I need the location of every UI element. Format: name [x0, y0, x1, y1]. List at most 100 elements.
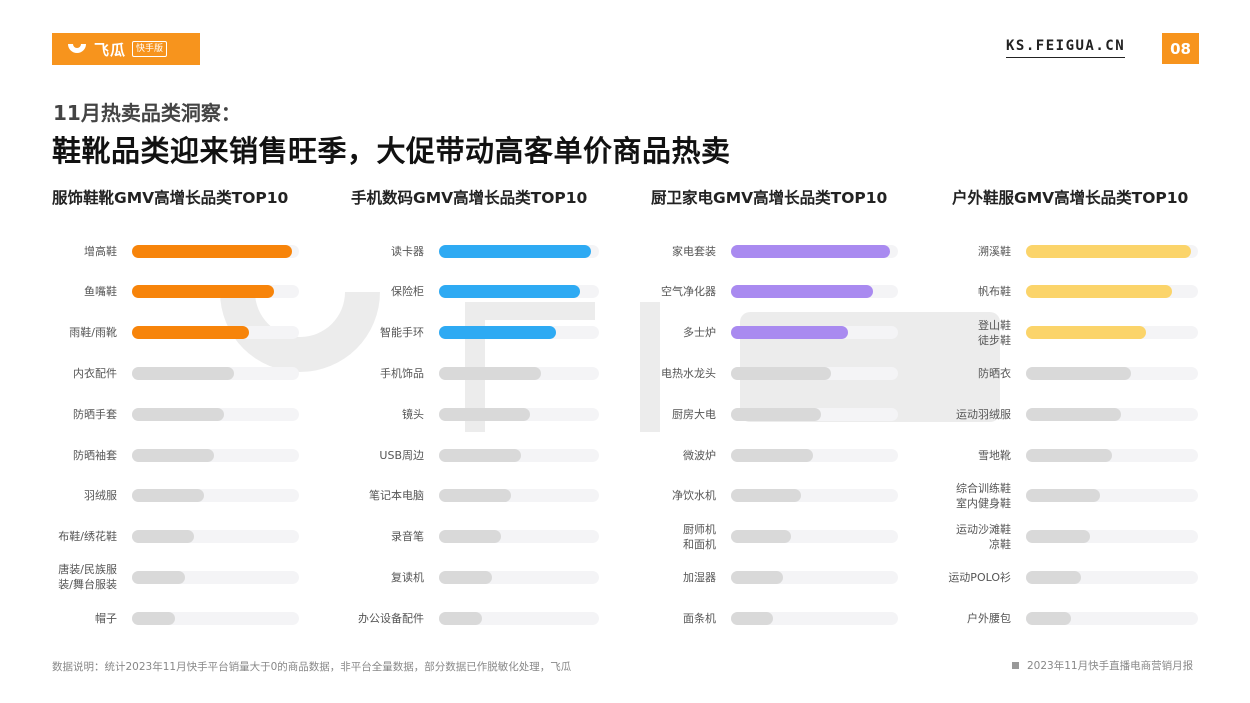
bar-track [1026, 366, 1198, 380]
data-bar [132, 244, 293, 258]
category-label: 内衣配件 [73, 366, 117, 380]
bar-track [731, 489, 898, 503]
square-bullet-icon [1012, 662, 1019, 669]
data-bar [1026, 489, 1100, 503]
bar-track [439, 244, 599, 258]
data-bar [731, 448, 813, 462]
bar-track [132, 570, 299, 584]
category-label: 防晒衣 [978, 366, 1011, 380]
category-label: 羽绒服 [84, 489, 117, 503]
category-label: 防晒袖套 [73, 448, 117, 462]
category-label: 溯溪鞋 [978, 244, 1011, 258]
chart-title: 服饰鞋靴GMV高增长品类TOP10 [52, 189, 289, 207]
data-bar [132, 611, 176, 625]
data-bar [731, 530, 792, 544]
category-label: 运动沙滩鞋 凉鞋 [956, 522, 1011, 551]
report-name-text: 2023年11月快手直播电商营销月报 [1027, 660, 1194, 672]
bar-track [439, 489, 599, 503]
data-bar [439, 326, 556, 340]
category-label: 帽子 [95, 611, 117, 625]
category-label: 办公设备配件 [358, 611, 424, 625]
category-label: 微波炉 [683, 448, 716, 462]
category-label: 登山鞋 徒步鞋 [978, 318, 1011, 347]
bar-track [132, 448, 299, 462]
bar-track [1026, 530, 1198, 544]
data-bar [731, 407, 822, 421]
bar-track [132, 366, 299, 380]
data-bar [132, 285, 274, 299]
data-bar [439, 366, 542, 380]
category-label: 录音笔 [391, 530, 424, 544]
category-label: 加湿器 [683, 570, 716, 584]
bar-track [439, 448, 599, 462]
data-bar [1026, 366, 1131, 380]
bar-track [731, 366, 898, 380]
data-bar [1026, 611, 1071, 625]
bar-track [439, 611, 599, 625]
category-label: USB周边 [379, 448, 424, 462]
data-bar [439, 285, 580, 299]
category-label: 净饮水机 [672, 489, 716, 503]
category-label: 运动羽绒服 [956, 407, 1011, 421]
chart-title: 厨卫家电GMV高增长品类TOP10 [651, 189, 888, 207]
bar-track [132, 489, 299, 503]
bar-track [132, 244, 299, 258]
data-bar [1026, 326, 1147, 340]
category-label: 增高鞋 [84, 244, 117, 258]
category-label: 户外腰包 [967, 611, 1011, 625]
bar-track [1026, 489, 1198, 503]
category-label: 智能手环 [380, 326, 424, 340]
category-label: 雨鞋/雨靴 [69, 326, 117, 340]
category-label: 厨师机 和面机 [683, 522, 716, 551]
category-label: 复读机 [391, 570, 424, 584]
category-label: 鱼嘴鞋 [84, 285, 117, 299]
bar-track [1026, 326, 1198, 340]
data-bar [1026, 530, 1090, 544]
bar-track [1026, 407, 1198, 421]
bar-track [132, 326, 299, 340]
bar-track [439, 570, 599, 584]
bar-track [731, 326, 898, 340]
category-label: 运动POLO衫 [948, 570, 1011, 584]
brand-name: 飞瓜 [94, 40, 127, 59]
category-label: 手机饰品 [380, 366, 424, 380]
brand-logo[interactable]: 飞瓜 快手版 [52, 33, 200, 65]
bar-track [731, 285, 898, 299]
bar-track [439, 366, 599, 380]
data-bar [132, 366, 234, 380]
bar-track [1026, 244, 1198, 258]
category-label: 保险柜 [391, 285, 424, 299]
footnote: 数据说明：统计2023年11月快手平台销量大于0的商品数据，非平台全量数据，部分… [52, 661, 572, 673]
bar-track [132, 611, 299, 625]
site-url[interactable]: KS.FEIGUA.CN [1006, 38, 1126, 58]
data-bar [731, 326, 848, 340]
category-label: 面条机 [683, 611, 716, 625]
data-bar [1026, 448, 1112, 462]
category-label: 家电套装 [672, 244, 716, 258]
bar-track [132, 530, 299, 544]
category-label: 电热水龙头 [661, 366, 716, 380]
chart-title: 户外鞋服GMV高增长品类TOP10 [952, 189, 1189, 207]
category-label: 厨房大电 [672, 407, 716, 421]
data-bar [132, 570, 186, 584]
data-bar [439, 489, 511, 503]
bar-track [731, 530, 898, 544]
data-bar [731, 244, 890, 258]
headline-sub: 11月热卖品类洞察： [53, 101, 241, 125]
report-name: 2023年11月快手直播电商营销月报 [1012, 658, 1193, 673]
bar-track [731, 244, 898, 258]
data-bar [731, 611, 773, 625]
bar-track [132, 285, 299, 299]
brand-watermark [220, 292, 1000, 432]
data-bar [132, 407, 224, 421]
data-bar [731, 489, 802, 503]
data-bar [439, 244, 591, 258]
bar-track [731, 448, 898, 462]
category-label: 唐装/民族服 装/舞台服装 [58, 563, 117, 592]
bar-track [439, 326, 599, 340]
category-label: 帆布鞋 [978, 285, 1011, 299]
data-bar [731, 285, 873, 299]
bar-track [731, 611, 898, 625]
page-number: 08 [1162, 33, 1199, 64]
bar-track [731, 407, 898, 421]
